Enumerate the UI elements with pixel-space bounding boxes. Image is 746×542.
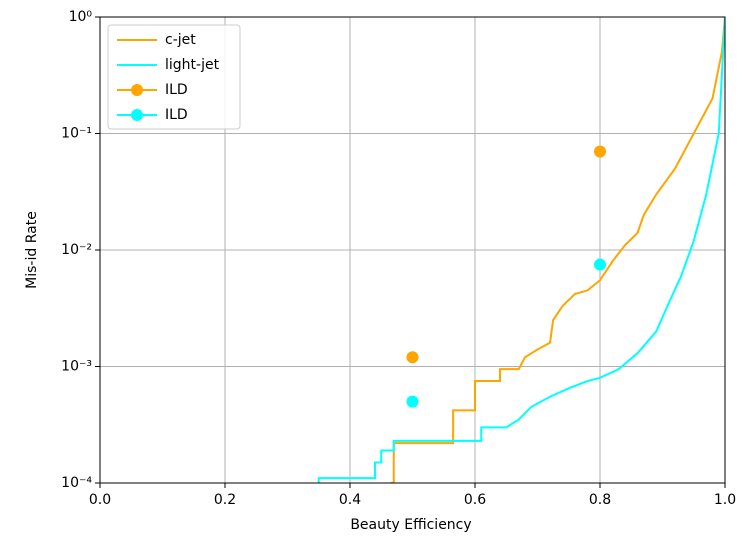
scatter-point	[594, 258, 606, 271]
legend-label: light-jet	[165, 57, 220, 73]
legend-marker	[131, 109, 143, 121]
legend-label: ILD	[165, 82, 188, 98]
x-tick-label: 0.4	[339, 492, 361, 508]
y-tick-label: 10⁻²	[61, 242, 92, 258]
y-tick-label: 10⁻³	[61, 359, 92, 375]
y-tick-label: 10⁰	[69, 9, 93, 25]
line-series	[390, 17, 725, 483]
legend-frame	[107, 24, 241, 130]
scatter-point	[406, 395, 419, 408]
plot-area	[317, 17, 725, 483]
x-tick-label: 0.8	[589, 492, 611, 508]
x-tick-label: 0.2	[214, 492, 236, 508]
scatter-point	[406, 351, 419, 364]
y-tick-label: 10⁻⁴	[61, 475, 92, 491]
x-tick-label: 0.0	[89, 492, 111, 508]
legend-label: c-jet	[165, 32, 196, 48]
line-series	[317, 17, 725, 483]
y-tick-label: 10⁻¹	[61, 126, 92, 142]
legend: c-jet light-jet ILD ILD	[107, 24, 241, 130]
x-tick-label: 1.0	[714, 492, 736, 508]
legend-marker	[131, 84, 143, 96]
scatter-point	[594, 145, 606, 158]
legend-label: ILD	[165, 107, 188, 123]
plot-frame	[99, 16, 726, 484]
x-axis-label: Beauty Efficiency	[350, 517, 471, 533]
x-tick-label: 0.6	[464, 492, 486, 508]
y-axis-label: Mis-id Rate	[24, 211, 40, 289]
